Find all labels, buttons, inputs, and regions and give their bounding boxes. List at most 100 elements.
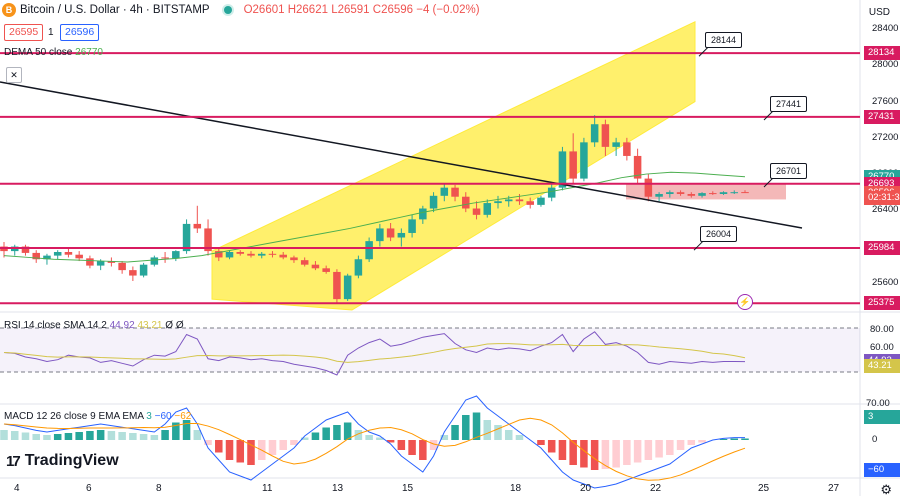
- macd-signal-line: [3, 417, 746, 481]
- rsi-band: [0, 328, 860, 372]
- candle-body: [644, 178, 653, 197]
- candle-body: [408, 219, 416, 233]
- sell-price-button[interactable]: 26595: [4, 24, 44, 41]
- candle-body: [526, 201, 534, 205]
- candle-body: [311, 264, 320, 269]
- macd-histogram-bar: [86, 431, 94, 440]
- price-tag: 28134: [864, 46, 900, 61]
- candle-body: [96, 261, 105, 266]
- macd-histogram-bar: [419, 440, 427, 460]
- bitcoin-icon: B: [2, 3, 16, 17]
- resistance-zone: [626, 183, 786, 200]
- macd-histogram-bar: [365, 435, 373, 440]
- candle-body: [75, 254, 83, 259]
- candle-body: [483, 203, 492, 215]
- candle-body: [676, 192, 685, 194]
- macd-histogram-bar: [64, 433, 73, 440]
- candle-body: [741, 192, 749, 194]
- time-axis-label: 4: [14, 483, 20, 494]
- macd-histogram-bar: [633, 440, 642, 463]
- price-axis-label: 26400: [872, 204, 899, 216]
- dema-line: [3, 171, 746, 263]
- macd-histogram-bar: [408, 440, 416, 455]
- dema-legend-title: DEMA 50 close: [4, 47, 73, 58]
- candle-body: [118, 262, 126, 271]
- macd-histogram-bar: [666, 440, 674, 455]
- candle-body: [419, 208, 427, 220]
- macd-histogram-bar: [10, 431, 19, 440]
- candle-body: [612, 142, 620, 147]
- rsi-tag: 43.21: [864, 359, 900, 373]
- macd-histogram-bar: [150, 435, 159, 440]
- price-axis-label: 25600: [872, 276, 899, 288]
- time-axis-label: 15: [402, 483, 414, 494]
- candle-body: [590, 124, 599, 143]
- candle-body: [161, 257, 169, 259]
- macd-histogram-bar: [429, 440, 438, 450]
- macd-histogram-bar: [333, 425, 341, 440]
- macd-histogram-bar: [300, 437, 309, 440]
- price-tag: 27431: [864, 109, 900, 124]
- macd-histogram-bar: [440, 435, 449, 440]
- candle-body: [515, 199, 524, 202]
- dema-legend[interactable]: DEMA 50 close 26770: [4, 47, 103, 58]
- candle-body: [129, 270, 137, 276]
- macd-histogram-bar: [612, 440, 620, 468]
- macd-histogram-bar: [354, 430, 363, 440]
- time-axis-label: 20: [580, 483, 592, 494]
- price-axis-label: 27200: [872, 131, 899, 143]
- macd-histogram-bar: [129, 433, 137, 440]
- level-callout: 28144: [705, 32, 743, 49]
- macd-histogram-bar: [472, 412, 481, 440]
- macd-axis-label: 70.00: [866, 398, 890, 409]
- time-axis-label: 18: [510, 483, 522, 494]
- candle-body: [397, 232, 406, 238]
- macd-histogram-bar: [558, 440, 567, 460]
- buy-price-button[interactable]: 26596: [60, 24, 100, 41]
- macd-histogram-bar: [193, 430, 202, 440]
- candle-body: [300, 260, 309, 265]
- time-axis-label: 25: [758, 483, 770, 494]
- time-axis-label: 8: [156, 483, 162, 494]
- candle-body: [440, 187, 449, 196]
- rsi-legend[interactable]: RSI 14 close SMA 14 2 44.92 43.21 Ø Ø: [4, 320, 184, 331]
- candle-body: [580, 142, 588, 179]
- level-callout: 27441: [770, 95, 808, 112]
- level-callout: 26004: [700, 226, 738, 243]
- time-axis-label: 11: [262, 483, 273, 494]
- macd-histogram-bar: [397, 440, 406, 450]
- candle-body: [376, 228, 384, 242]
- collapse-icon[interactable]: ✕: [6, 67, 22, 83]
- tradingview-logo[interactable]: 17 TradingView: [6, 452, 119, 470]
- candle-body: [633, 155, 642, 179]
- time-axis-label: 13: [332, 483, 344, 494]
- macd-histogram-bar: [139, 434, 148, 440]
- tradingview-logo-text: TradingView: [24, 452, 119, 469]
- candle-body: [343, 275, 352, 300]
- currency-label[interactable]: USD: [868, 7, 890, 18]
- macd-histogram-bar: [719, 439, 728, 440]
- macd-histogram-bar: [730, 438, 739, 440]
- macd-axis-label: 0: [872, 434, 878, 445]
- macd-histogram-bar: [547, 440, 556, 453]
- rsi-legend-value-1: 44.92: [109, 320, 135, 331]
- macd-legend-value-1: 3: [146, 411, 152, 422]
- macd-histogram-bar: [741, 438, 749, 440]
- candle-body: [429, 195, 438, 209]
- macd-histogram-bar: [75, 432, 83, 440]
- macd-legend[interactable]: MACD 12 26 close 9 EMA EMA 3 −60 −62: [4, 411, 191, 422]
- symbol-header: B Bitcoin / U.S. Dollar · 4h · BITSTAMP …: [0, 0, 860, 20]
- gear-icon[interactable]: ⚙: [880, 482, 892, 497]
- macd-histogram-bar: [182, 420, 191, 440]
- tradingview-logo-icon: 17: [6, 452, 21, 470]
- macd-histogram-bar: [655, 440, 663, 458]
- flash-icon[interactable]: ⚡: [737, 294, 753, 310]
- macd-histogram-bar: [687, 440, 696, 445]
- candle-body: [462, 196, 470, 209]
- macd-legend-title: MACD 12 26 close 9 EMA EMA: [4, 411, 144, 422]
- symbol-title[interactable]: Bitcoin / U.S. Dollar · 4h · BITSTAMP: [20, 4, 210, 16]
- rsi-axis-label: 80.00: [870, 324, 894, 335]
- candle-body: [64, 252, 73, 255]
